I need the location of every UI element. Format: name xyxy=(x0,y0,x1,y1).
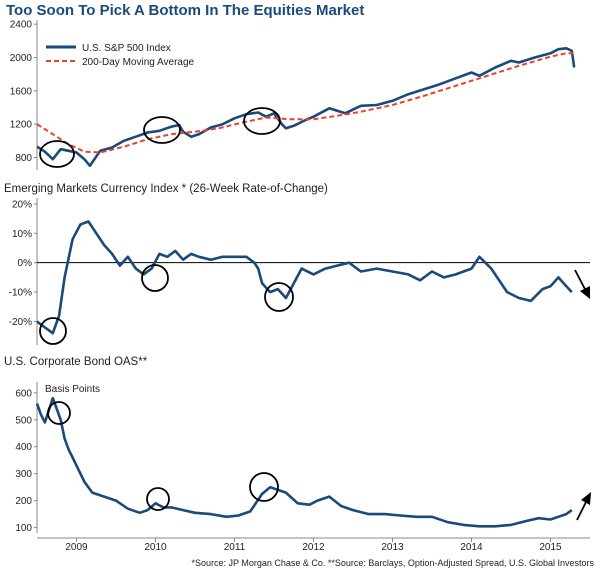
arrow-up-shaft xyxy=(576,499,588,521)
y-tick-label: 300 xyxy=(15,469,32,480)
y-tick-label: 400 xyxy=(15,442,32,453)
x-tick-label: 2015 xyxy=(539,542,562,553)
x-tick-label: 2013 xyxy=(381,542,404,553)
panel-2-title: Emerging Markets Currency Index * (26-We… xyxy=(4,183,328,195)
annotation-circle xyxy=(243,107,281,135)
moving-average-line xyxy=(36,52,575,154)
bond-ylabel: Basis Points xyxy=(45,384,100,395)
y-tick-label: 10% xyxy=(12,229,32,240)
series-line-oas xyxy=(35,396,573,528)
x-tick-label: 2014 xyxy=(460,542,483,553)
x-tick-label: 2009 xyxy=(65,542,88,553)
series-line-sp500 xyxy=(36,46,576,168)
y-tick-label: 600 xyxy=(15,388,32,399)
annotation-circle xyxy=(47,401,71,425)
y-tick-label: -10% xyxy=(9,288,32,299)
series-line-emfx xyxy=(36,220,573,335)
source-footnote: *Source: JP Morgan Chase & Co. **Source:… xyxy=(191,558,594,568)
legend-label-ma: 200-Day Moving Average xyxy=(82,57,195,68)
chart-title: Too Soon To Pick A Bottom In The Equitie… xyxy=(6,2,365,19)
y-tick-label: 0% xyxy=(18,258,33,269)
y-tick-label: 1600 xyxy=(10,86,33,97)
legend-label-sp500: U.S. S&P 500 Index xyxy=(82,43,171,54)
y-tick-label: 100 xyxy=(15,523,32,534)
annotation-circle xyxy=(146,487,170,511)
annotation-circle xyxy=(39,317,67,345)
y-tick-label: 500 xyxy=(15,415,32,426)
arrow-up-head xyxy=(581,492,591,505)
y-tick-label: -20% xyxy=(9,317,32,328)
y-tick-label: 800 xyxy=(15,153,32,164)
arrow-down-head xyxy=(580,286,590,299)
panel-3-title: U.S. Corporate Bond OAS** xyxy=(4,356,148,368)
annotation-circle xyxy=(39,140,75,168)
x-tick-label: 2010 xyxy=(144,542,167,553)
annotation-circle xyxy=(141,264,169,292)
x-tick-label: 2011 xyxy=(224,542,246,553)
annotation-circle xyxy=(249,472,279,502)
y-tick-label: 2000 xyxy=(10,53,33,64)
y-tick-label: 1200 xyxy=(10,120,33,131)
x-tick-label: 2012 xyxy=(302,542,325,553)
y-tick-label: 20% xyxy=(12,199,32,210)
annotation-circle xyxy=(264,282,294,312)
annotation-circle xyxy=(143,116,181,144)
y-tick-label: 200 xyxy=(15,496,32,507)
y-tick-label: 2400 xyxy=(10,20,33,31)
